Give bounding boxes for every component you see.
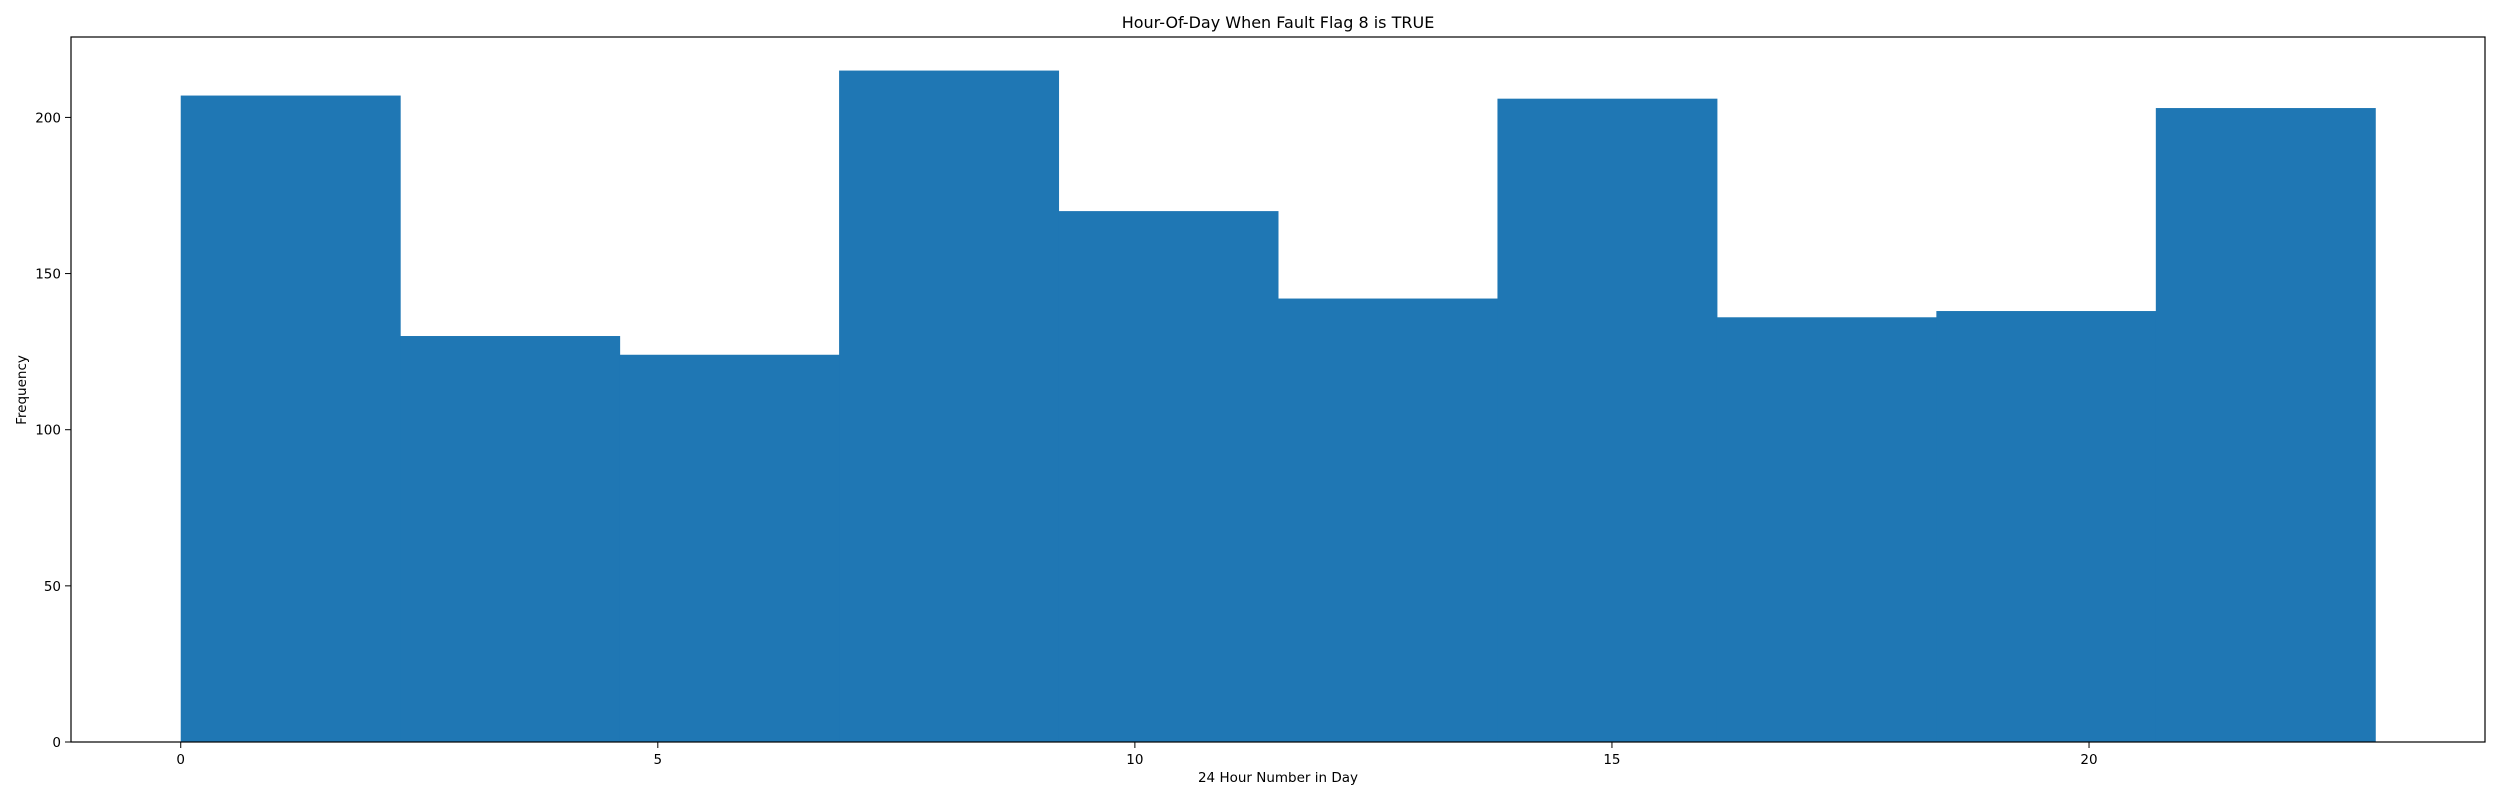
histogram-bar — [839, 70, 1060, 743]
y-tick-label: 0 — [52, 735, 61, 751]
x-tick-label: 15 — [1603, 752, 1620, 768]
plot-frame — [70, 36, 2486, 743]
histogram-bar — [1716, 317, 1937, 742]
x-tick-label: 5 — [654, 752, 663, 768]
histogram-bar — [1278, 298, 1498, 742]
y-axis-label: Frequency — [14, 355, 30, 425]
histogram-bar — [180, 95, 401, 743]
histogram-bar — [619, 354, 840, 742]
x-axis-label: 24 Hour Number in Day — [1198, 770, 1358, 786]
y-tick-label: 100 — [35, 423, 61, 439]
bars-group — [180, 70, 2376, 743]
histogram-bar — [400, 336, 621, 742]
histogram-bar — [2155, 108, 2376, 742]
chart-title: Hour-Of-Day When Fault Flag 8 is TRUE — [1122, 13, 1435, 32]
y-tick-label: 200 — [35, 110, 61, 126]
y-axis-ticks: 0 50 100 150 200 — [35, 110, 71, 751]
histogram-bar — [1058, 211, 1279, 742]
y-tick-label: 50 — [44, 579, 61, 595]
histogram-bar — [1936, 311, 2157, 742]
histogram-bar — [1497, 98, 1718, 743]
x-tick-label: 20 — [2080, 752, 2097, 768]
x-tick-label: 0 — [176, 752, 185, 768]
x-tick-label: 10 — [1126, 752, 1143, 768]
y-tick-label: 150 — [35, 267, 61, 283]
x-axis-ticks: 0 5 10 15 20 — [176, 742, 2098, 768]
